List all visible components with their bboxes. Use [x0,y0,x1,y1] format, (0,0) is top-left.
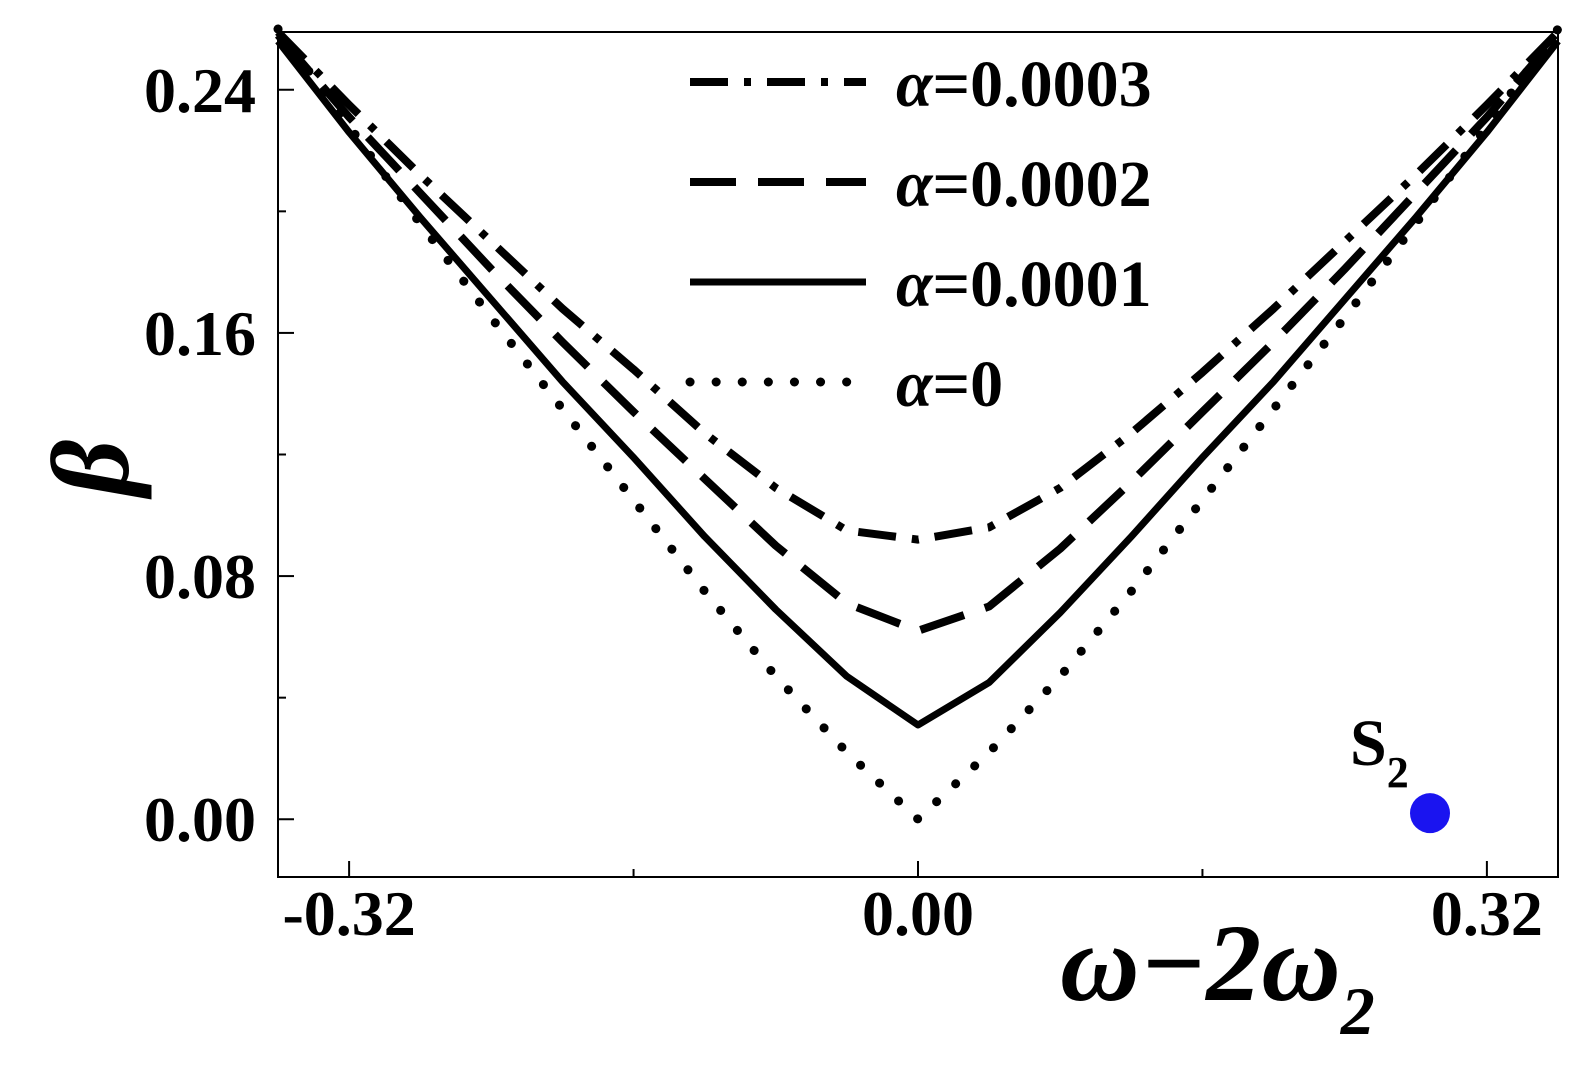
legend-label-value: =0.0001 [933,248,1152,321]
legend-label: α=0.0002 [896,148,1152,221]
x-axis-title: ω−2ω2 [1060,902,1375,1049]
legend-label-value: =0.0002 [933,148,1152,221]
annotation-label-main: S [1350,707,1387,780]
series-line [274,32,1562,635]
y-tick-label: 0.24 [144,55,256,126]
x-tick-label: 0.00 [862,878,974,949]
x-tick-label: 0.32 [1431,878,1543,949]
x-axis-title-subscript: 2 [1340,973,1375,1049]
series-line [273,24,1563,824]
annotations: S2 [1350,707,1450,834]
legend-label-symbol: α [896,148,934,221]
annotation-marker [1410,793,1450,834]
y-tick-label: 0.08 [144,541,256,612]
legend-label: α=0 [896,348,1003,421]
annotation-label-subscript: 2 [1387,748,1409,797]
tick-labels: -0.32 0.00 0.32 0.00 0.08 0.16 0.24 [144,55,1543,949]
y-axis-title: β [30,440,152,500]
legend-label-value: =0.0003 [933,48,1152,121]
y-tick-label: 0.00 [144,784,256,855]
legend-label: α=0.0001 [896,248,1152,321]
series-line [275,38,1561,729]
series-line [275,29,1561,544]
legend-label-symbol: α [896,48,934,121]
legend-label-symbol: α [896,248,934,321]
legend-label-symbol: α [896,348,934,421]
series-lines [273,24,1563,824]
annotation-label: S2 [1350,707,1409,797]
x-axis-title-main: ω−2ω [1060,902,1341,1024]
x-tick-label: -0.32 [282,878,415,949]
legend-label: α=0.0003 [896,48,1152,121]
axis-ticks [278,88,1488,877]
legend-label-value: =0 [933,348,1004,421]
y-tick-label: 0.16 [144,298,256,369]
